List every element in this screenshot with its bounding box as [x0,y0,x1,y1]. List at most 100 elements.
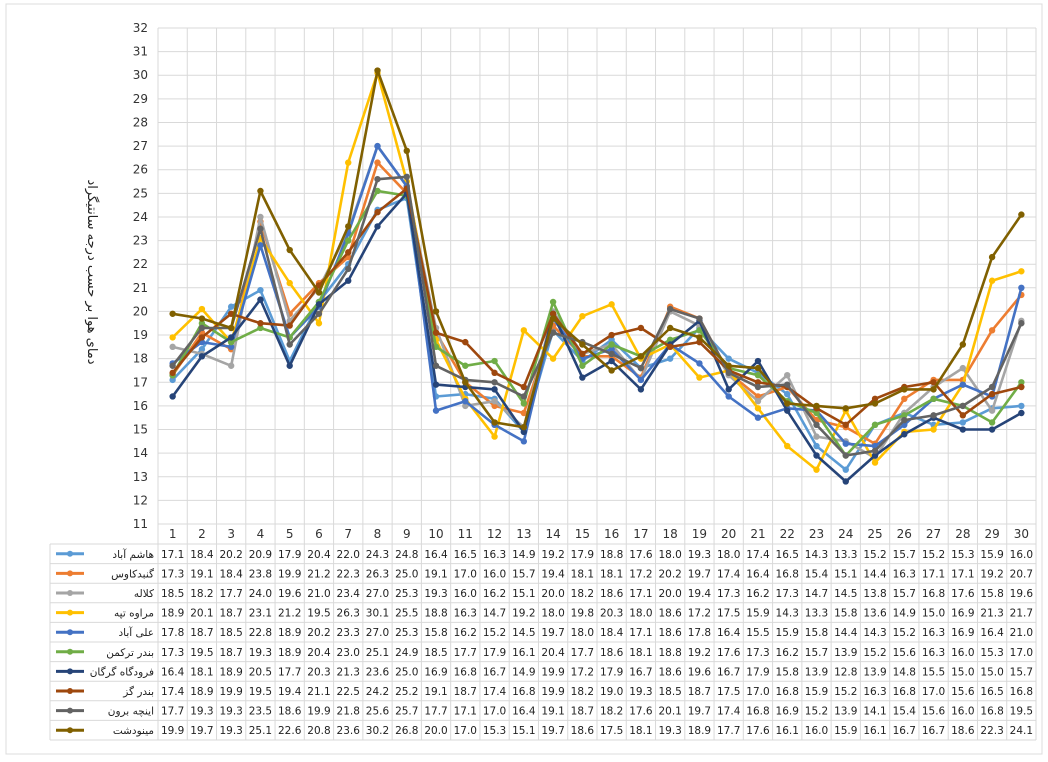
data-point [988,383,996,391]
y-tick-label: 20 [133,304,148,318]
data-point [754,405,762,412]
table-cell-value: 17.0 [922,686,945,698]
data-point [754,379,762,386]
table-cell-value: 14.8 [893,666,916,678]
table-cell-value: 16.3 [922,627,945,639]
table-cell-value: 18.2 [571,588,594,600]
y-tick-label: 12 [133,493,148,507]
data-point [637,364,645,372]
table-cell-value: 25.2 [395,686,418,698]
table-cell-value: 15.2 [483,627,506,639]
table-cell-value: 16.5 [776,549,799,561]
data-point [491,386,498,393]
table-cell-value: 19.7 [190,725,213,737]
table-cell-value: 16.2 [483,588,506,600]
table-cell-value: 15.6 [893,647,917,659]
legend-marker [67,707,73,714]
table-cell-value: 17.9 [483,647,506,659]
table-cell-value: 16.1 [512,647,535,659]
y-axis-label: دمای هوا بر حسب درجه سانتیگراد [84,179,100,364]
series-line [172,69,1023,429]
table-cell-value: 19.3 [190,706,213,718]
table-cell-value: 16.0 [951,647,974,659]
table-cell-value: 15.7 [512,568,535,580]
data-point [871,421,879,428]
table-cell-value: 20.4 [307,647,331,659]
table-cell-value: 14.7 [483,608,506,620]
table-cell-value: 18.7 [571,706,594,718]
table-cell-value: 19.3 [688,549,711,561]
y-tick-label: 16 [133,399,148,413]
table-cell-value: 15.2 [863,549,886,561]
data-point [696,374,703,381]
table-cell-value: 17.0 [454,568,477,580]
data-point [608,341,615,348]
table-cell-value: 21.1 [307,686,330,698]
table-cell-value: 16.9 [776,706,799,718]
table-cell-value: 15.8 [980,588,1003,600]
data-point [257,286,264,294]
chart-frame [5,3,1043,755]
table-cell-value: 25.3 [395,627,418,639]
table-cell-value: 17.2 [571,666,594,678]
data-point [930,379,937,386]
table-cell-value: 16.3 [483,549,506,561]
data-point [198,353,206,360]
data-point [491,379,498,386]
y-tick-label: 19 [133,328,148,342]
table-cell-value: 18.6 [571,725,595,737]
table-cell-value: 15.6 [951,686,975,698]
table-cell-value: 16.8 [512,686,535,698]
data-point [227,338,235,346]
y-tick-label: 14 [133,446,148,460]
data-point [374,142,381,150]
table-cell-value: 17.6 [629,549,653,561]
y-tick-label: 13 [133,470,148,484]
data-point [257,296,264,303]
x-tick-label: 22 [780,527,795,541]
data-point [432,308,440,315]
data-point [813,466,820,473]
table-cell-value: 19.4 [688,588,712,600]
table-cell-value: 21.3 [337,666,360,678]
table-cell-value: 14.1 [863,706,886,718]
data-point [784,407,791,414]
data-point [988,277,996,284]
table-cell-value: 16.8 [980,706,1003,718]
table-cell-value: 19.9 [161,725,184,737]
table-cell-value: 17.4 [717,706,741,718]
data-point [169,369,176,377]
table-cell-value: 26.3 [366,568,389,580]
table-cell-value: 19.5 [249,686,272,698]
data-point [725,386,732,393]
table-cell-value: 15.2 [834,686,857,698]
x-tick-label: 6 [315,527,323,541]
data-point [198,320,206,327]
table-cell-value: 18.1 [600,568,623,580]
table-cell-value: 22.5 [337,686,360,698]
table-cell-value: 19.4 [541,568,565,580]
table-cell-value: 16.7 [483,666,506,678]
table-cell-value: 17.1 [161,549,184,561]
table-cell-value: 18.4 [219,568,243,580]
legend-series-name: مراوه تپه [114,608,154,620]
table-cell-value: 18.2 [571,686,594,698]
table-cell-value: 15.9 [746,608,769,620]
table-cell-value: 15.4 [805,568,829,580]
table-cell-value: 17.7 [278,666,301,678]
table-cell-value: 18.6 [658,666,682,678]
data-point [169,393,176,400]
data-point [491,397,498,405]
table-cell-value: 16.4 [746,568,770,580]
data-point [169,343,176,351]
table-cell-value: 18.8 [600,549,623,561]
table-cell-value: 18.0 [658,549,681,561]
table-cell-value: 18.1 [629,647,652,659]
data-point [345,223,352,230]
series-line [171,187,1022,427]
table-cell-value: 18.6 [951,725,975,737]
data-point [666,324,674,332]
table-cell-value: 19.3 [249,647,272,659]
